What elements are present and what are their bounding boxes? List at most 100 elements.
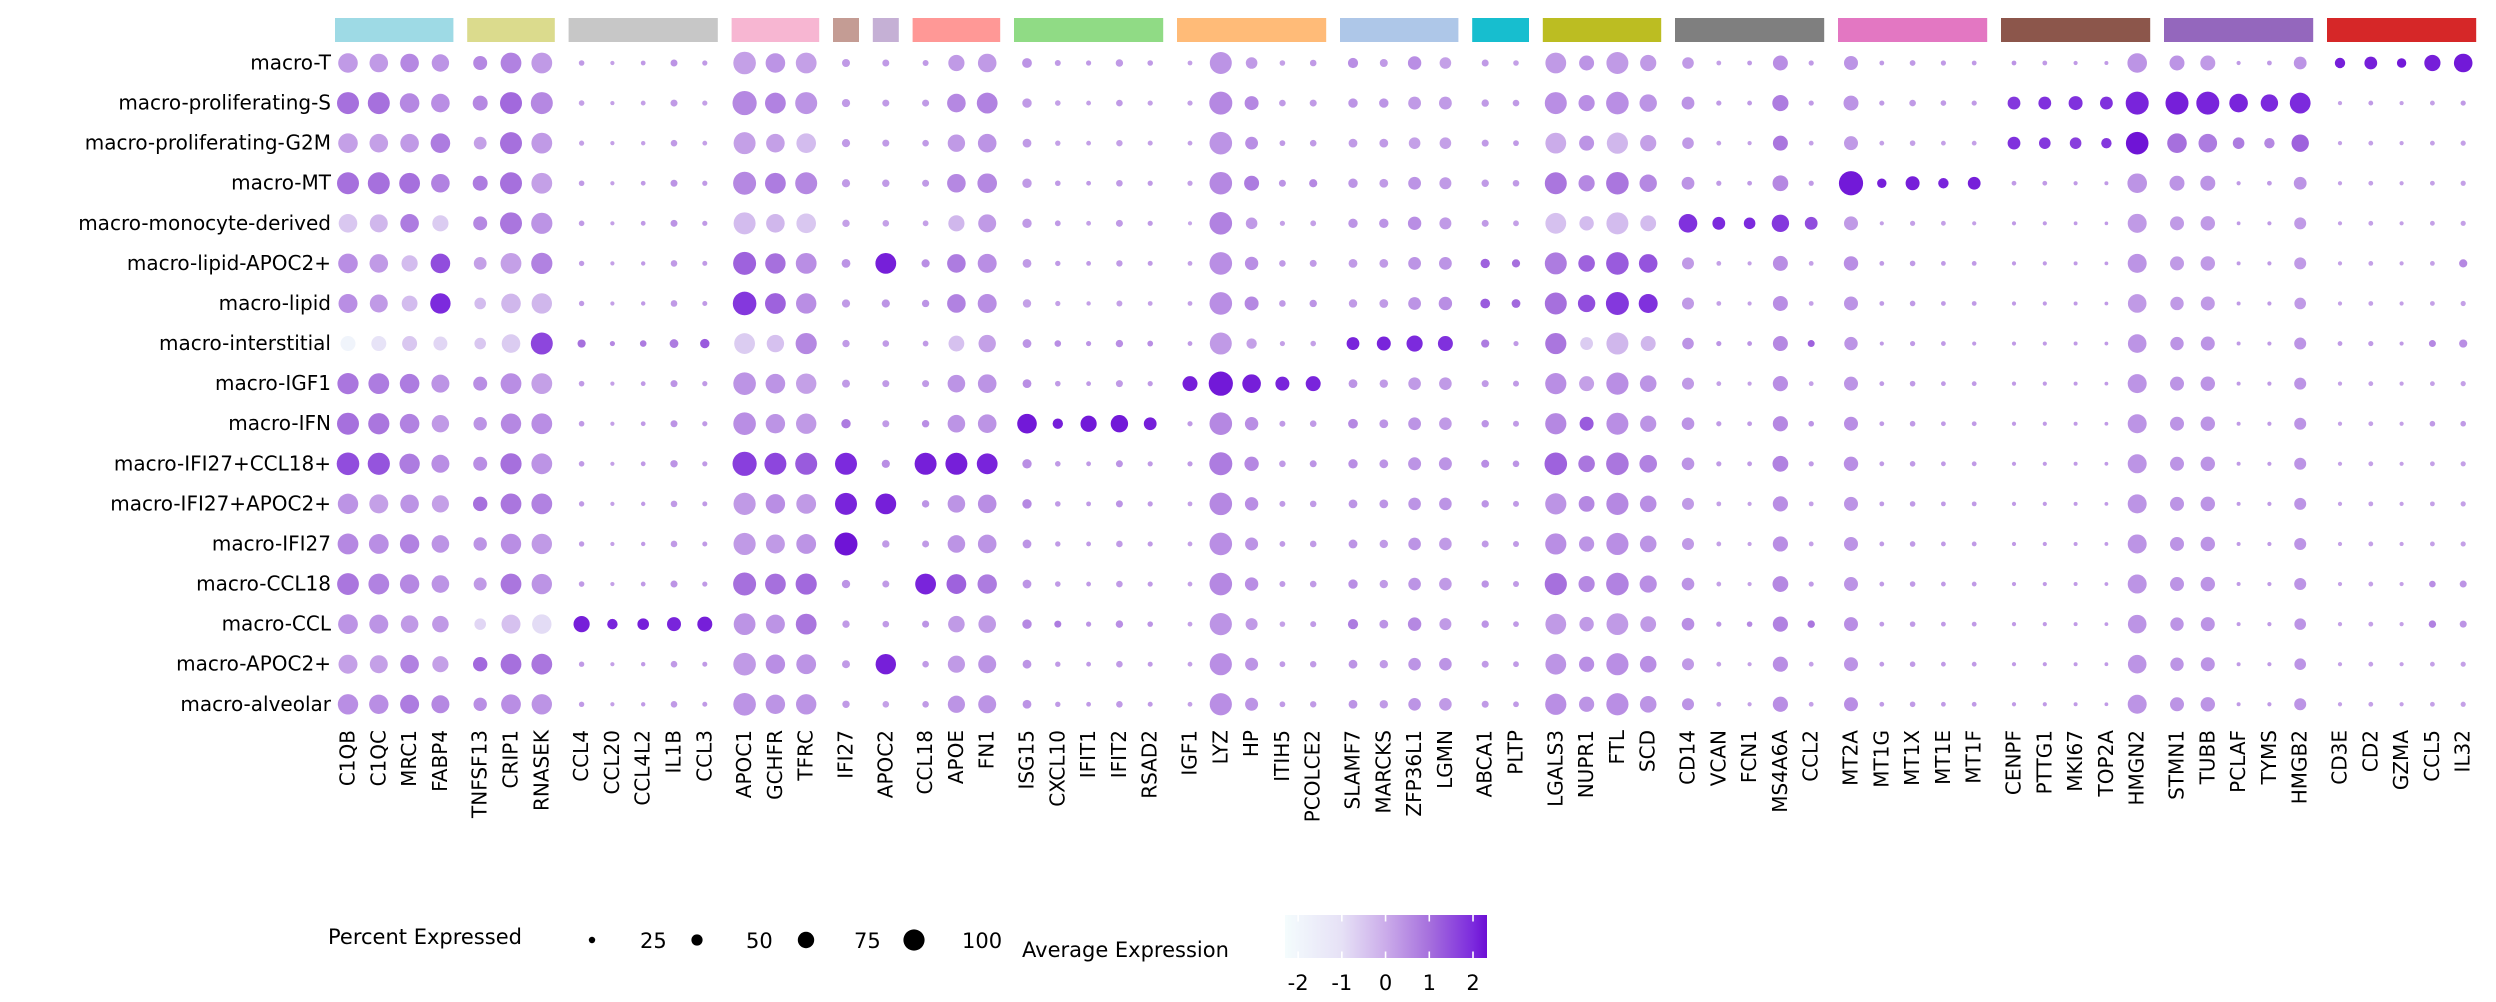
- dot-cell: [2127, 294, 2147, 313]
- dot-cell: [473, 577, 487, 591]
- dot-cell: [531, 573, 552, 595]
- dot-cell: [1309, 259, 1317, 267]
- dot-cell: [1843, 95, 1859, 111]
- dot-cell: [473, 456, 488, 471]
- dot-cell: [796, 293, 817, 314]
- dot-cell: [733, 51, 756, 75]
- dot-cell: [2294, 658, 2306, 670]
- dot-cell: [882, 220, 890, 227]
- dot-cell: [842, 59, 850, 67]
- dot-cell: [338, 253, 358, 274]
- dot-cell: [1682, 698, 1694, 711]
- dot-cell: [835, 492, 857, 515]
- colorbar-tick-mark: [1297, 951, 1299, 958]
- dot-cell: [2011, 702, 2017, 707]
- dot-cell: [1879, 701, 1885, 707]
- dot-cell: [1022, 339, 1032, 348]
- dot-cell: [610, 702, 615, 707]
- dot-cell: [702, 701, 708, 707]
- dot-cell: [1022, 459, 1032, 469]
- dot-cell: [1579, 616, 1594, 632]
- dot-cell: [1279, 140, 1286, 147]
- dot-cell: [1879, 140, 1885, 146]
- dot-cell: [2125, 131, 2149, 155]
- dot-cell: [1309, 420, 1317, 428]
- gene-group-color-bar: [833, 18, 859, 42]
- dot-cell: [1279, 581, 1286, 588]
- dot-cell: [1972, 341, 1977, 346]
- dot-cell: [2011, 261, 2017, 266]
- dot-cell: [2430, 701, 2435, 707]
- dot-cell: [1638, 254, 1658, 273]
- dot-cell: [1147, 661, 1153, 667]
- percent-size-dot: [903, 929, 925, 951]
- dot-cell: [1879, 60, 1885, 66]
- dot-cell: [2337, 461, 2343, 466]
- dot-cell: [2337, 141, 2343, 146]
- gene-label: CXCL10: [1045, 730, 1069, 807]
- dot-cell: [2460, 541, 2466, 547]
- dot-cell: [2236, 60, 2241, 66]
- dot-cell: [922, 700, 929, 708]
- dot-cell: [948, 615, 965, 633]
- dot-cell: [2399, 581, 2404, 587]
- dot-cell: [369, 294, 388, 313]
- dot-cell: [1580, 337, 1593, 350]
- dot-cell: [2430, 661, 2435, 667]
- dot-cell: [977, 173, 997, 194]
- dot-cell: [922, 99, 930, 107]
- dot-cell: [1209, 131, 1233, 155]
- dot-cell: [1544, 92, 1567, 115]
- dot-cell: [1408, 537, 1421, 551]
- dot-cell: [2368, 381, 2374, 387]
- dot-cell: [702, 541, 708, 547]
- dot-cell: [1439, 657, 1452, 671]
- dot-cell: [702, 100, 708, 106]
- dot-cell: [670, 500, 678, 508]
- dot-cell: [2169, 175, 2185, 191]
- dot-cell: [2337, 341, 2343, 346]
- dot-cell: [2293, 176, 2307, 190]
- dot-cell: [1605, 291, 1629, 315]
- dot-cell: [367, 452, 390, 475]
- gene-group-color-bar: [731, 18, 820, 42]
- colorbar-tick-mark: [1428, 915, 1431, 922]
- dot-cell: [1640, 415, 1657, 432]
- dot-cell: [1640, 336, 1656, 352]
- dot-cell: [1309, 99, 1317, 107]
- dot-cell: [1245, 136, 1258, 150]
- dot-cell: [1844, 376, 1858, 391]
- gene-label: IL1B: [662, 730, 686, 774]
- dot-cell: [2073, 702, 2078, 707]
- dot-cell: [402, 336, 418, 352]
- dot-cell: [670, 300, 678, 307]
- dot-cell: [1938, 178, 1949, 189]
- dot-cell: [2073, 421, 2078, 426]
- dot-cell: [732, 451, 757, 476]
- dot-cell: [400, 214, 419, 233]
- dot-cell: [1022, 58, 1032, 68]
- dot-cell: [1971, 100, 1977, 106]
- dot-cell: [1187, 261, 1193, 266]
- dot-cell: [500, 132, 522, 155]
- dot-cell: [500, 453, 522, 475]
- dot-cell: [882, 700, 890, 708]
- dot-cell: [2196, 91, 2220, 115]
- row-label: macro-CCL: [222, 612, 332, 636]
- dot-cell: [1209, 572, 1233, 596]
- dot-cell: [1747, 702, 1752, 707]
- dot-cell: [2399, 181, 2404, 186]
- dot-cell: [1544, 572, 1567, 596]
- dot-cell: [531, 132, 553, 154]
- dot-cell: [947, 254, 966, 273]
- gene-group-color-bar: [467, 18, 555, 42]
- dot-cell: [1348, 259, 1358, 268]
- dot-cell: [1055, 140, 1061, 146]
- dot-cell: [1844, 697, 1858, 712]
- dot-cell: [1682, 57, 1694, 69]
- dot-cell: [1086, 701, 1091, 707]
- dot-cell: [1147, 100, 1153, 106]
- dot-cell: [1147, 140, 1153, 146]
- dot-cell: [531, 493, 553, 515]
- dot-cell: [702, 381, 708, 387]
